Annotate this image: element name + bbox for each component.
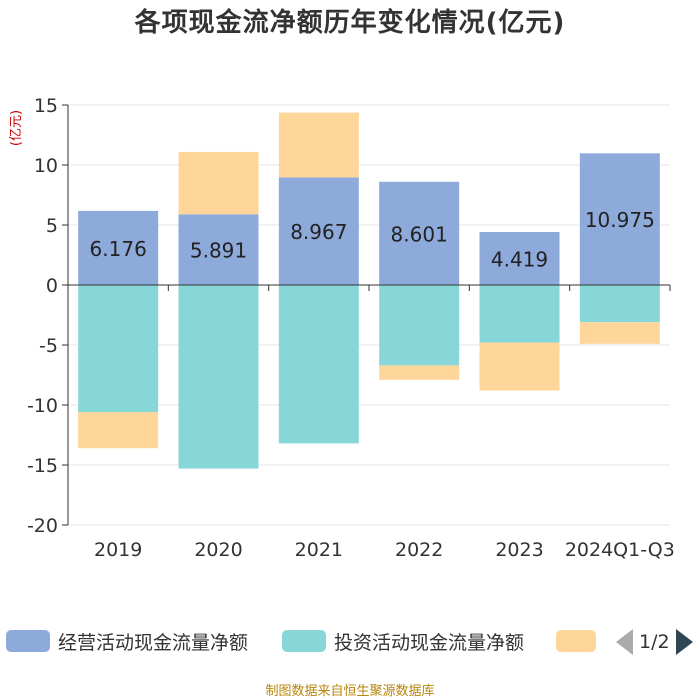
y-tick-label: -10 [27, 395, 58, 417]
legend-label-investing: 投资活动现金流量净额 [334, 631, 525, 654]
legend-item-third-series[interactable] [556, 628, 596, 654]
legend-swatch-operating [6, 630, 50, 652]
y-tick-label: 15 [34, 95, 58, 117]
x-tick-label: 2021 [295, 539, 343, 561]
data-label: 10.975 [585, 208, 655, 232]
data-label: 8.967 [290, 220, 347, 244]
data-label: 6.176 [90, 237, 147, 261]
bar-2024Q1-Q3-series-0 [579, 153, 660, 285]
bar-2022-series-2 [379, 365, 460, 380]
bar-2021-series-0 [278, 177, 359, 285]
bar-2020-series-0 [178, 214, 259, 285]
x-tick-label: 2023 [495, 539, 543, 561]
x-tick-label: 2019 [94, 539, 142, 561]
y-axis-label: (亿元) [9, 110, 24, 146]
bar-2023-series-0 [479, 231, 560, 285]
bar-2019-series-0 [78, 210, 159, 285]
y-tick-label: 10 [34, 155, 58, 177]
bar-2021-series-1 [278, 285, 359, 444]
bar-2023-series-2 [479, 342, 560, 391]
bar-2021-series-2 [278, 112, 359, 178]
legend-item-investing-cashflow[interactable]: 投资活动现金流量净额 [282, 628, 524, 654]
y-tick-label: 0 [46, 275, 58, 297]
legend-next-icon[interactable] [675, 629, 693, 655]
bar-2020-series-2 [178, 151, 259, 215]
legend-swatch-third [556, 630, 596, 652]
y-tick-label: 5 [46, 215, 58, 237]
y-tick-label: -15 [27, 455, 58, 477]
source-note: 制图数据来自恒生聚源数据库 [265, 684, 435, 699]
legend: 经营活动现金流量净额 投资活动现金流量净额 1/2 [0, 622, 700, 662]
data-label: 8.601 [391, 222, 448, 246]
chart-title: 各项现金流净额历年变化情况(亿元) [134, 8, 566, 38]
bar-2019-series-2 [78, 412, 159, 449]
data-label: 4.419 [491, 247, 548, 271]
bar-2020-series-1 [178, 285, 259, 469]
stacked-bar-chart: 15 10 5 0 -5 -10 -15 -20 (亿元) 6.176 5.891 8.967 8.60… [9, 95, 675, 561]
y-tick-label: -20 [27, 515, 58, 537]
bar-2024Q1-Q3-series-1 [579, 285, 660, 323]
x-tick-label: 2022 [395, 539, 443, 561]
x-tick-label: 2020 [194, 539, 242, 561]
legend-page-indicator: 1/2 [639, 631, 670, 653]
legend-swatch-investing [282, 630, 326, 652]
bar-2022-series-0 [379, 181, 460, 285]
y-tick-label: -5 [39, 335, 58, 357]
bar-2019-series-1 [78, 285, 159, 413]
bar-2024Q1-Q3-series-2 [579, 322, 660, 344]
data-label: 5.891 [190, 239, 247, 263]
bar-2022-series-1 [379, 285, 460, 366]
legend-pager: 1/2 [616, 629, 693, 655]
bar-2023-series-1 [479, 285, 560, 343]
x-tick-label: 2024Q1-Q3 [565, 539, 675, 561]
legend-prev-icon[interactable] [616, 629, 633, 655]
legend-label-operating: 经营活动现金流量净额 [58, 631, 249, 654]
legend-item-operating-cashflow[interactable]: 经营活动现金流量净额 [6, 628, 248, 654]
